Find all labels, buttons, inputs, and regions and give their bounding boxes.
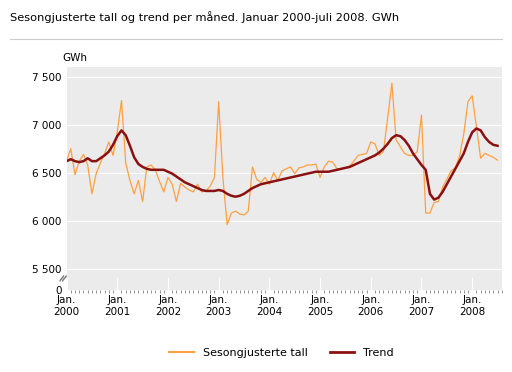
Text: Sesongjusterte tall og trend per måned. Januar 2000-juli 2008. GWh: Sesongjusterte tall og trend per måned. … [10,11,399,23]
Text: GWh: GWh [62,53,87,63]
Legend: Sesongjusterte tall, Trend: Sesongjusterte tall, Trend [165,344,398,363]
